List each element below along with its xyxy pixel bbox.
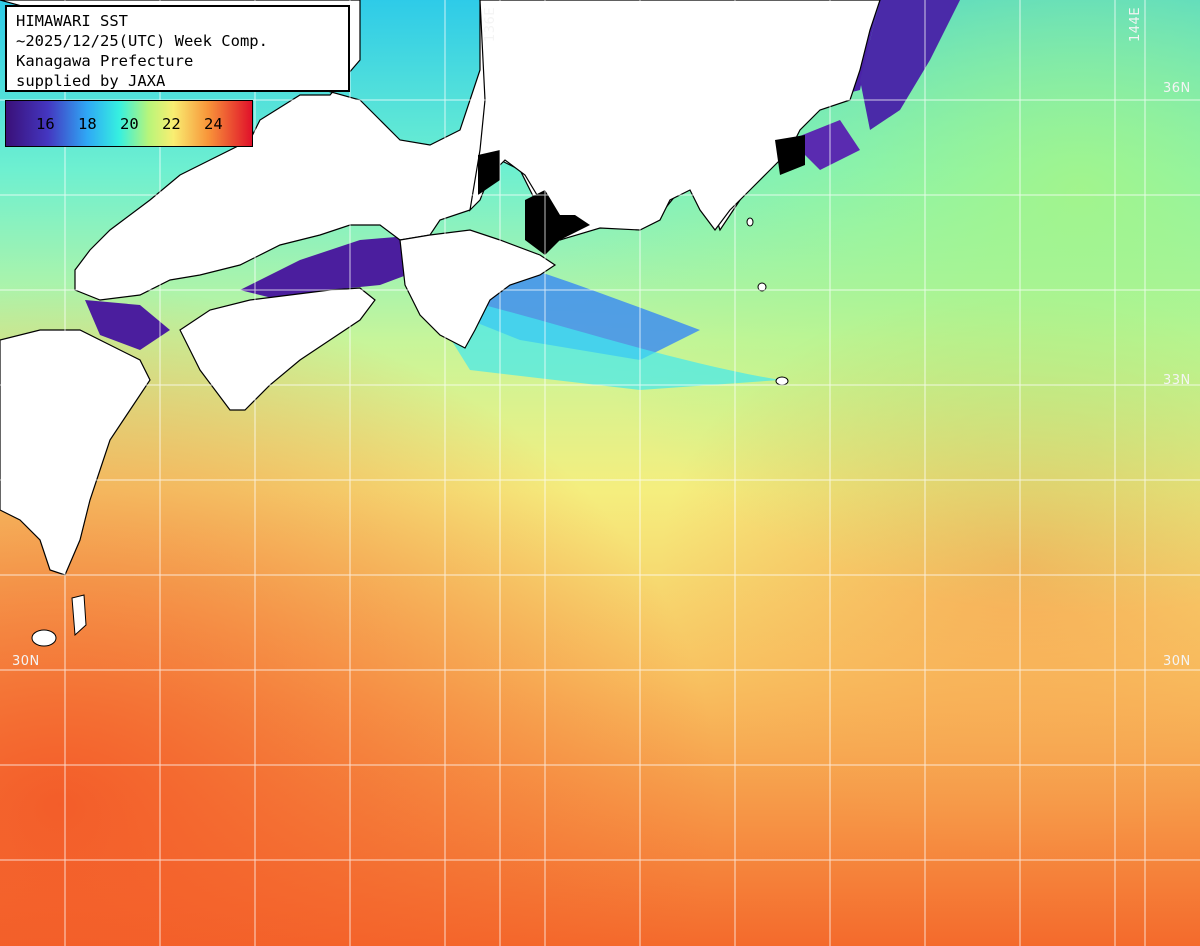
land-shikoku [179,287,376,411]
legend-bar [6,101,252,146]
land-miyake [757,282,767,292]
grid-label-33n: 33N [1163,373,1191,388]
land-kyushu [0,329,151,576]
land-hachijo [775,376,789,386]
land-kii [399,229,557,349]
legend-tick-20: 20 [120,115,139,133]
legend-tick-22: 22 [162,115,181,133]
info-box: HIMAWARI SST ~2025/12/25(UTC) Week Comp.… [5,5,350,92]
cold-water-inland-sea [240,235,420,300]
no-data-kanto [775,135,805,175]
info-date: ~2025/12/25(UTC) Week Comp. [16,32,268,50]
grid-label-30n-left: 30N [12,654,40,669]
info-title: HIMAWARI SST [16,12,128,30]
grid-label-36n: 36N [1163,81,1191,96]
info-region: Kanagawa Prefecture [16,52,194,70]
legend-tick-16: 16 [36,115,55,133]
grid-label-144e: 144E [1128,6,1143,42]
no-data-ise-bay [525,190,590,255]
legend-tick-18: 18 [78,115,97,133]
info-source: supplied by JAXA [16,72,166,90]
legend-tick-24: 24 [204,115,223,133]
grid-label-30n-right: 30N [1163,654,1191,669]
legend-ticks: 16 18 20 22 24 [6,101,252,146]
cold-water-tokyo-bay [790,120,860,170]
cold-water-ne [860,0,960,130]
land-izu-oshima [746,217,754,227]
land-tanegashima [31,629,57,647]
grid-label-136e: 136E [483,6,498,42]
land-yakushima [71,594,87,637]
color-legend: 16 18 20 22 24 [5,100,253,147]
cold-water-kyushu-bay [85,300,170,350]
cyan-water-coast [420,290,780,390]
no-data-wakasa [478,150,500,195]
